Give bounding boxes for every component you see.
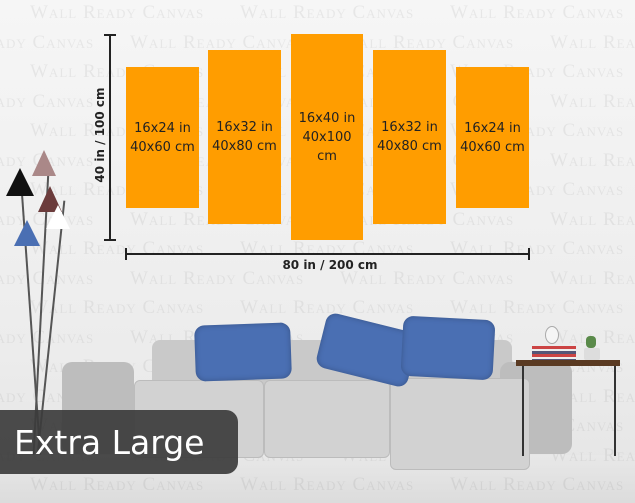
watermark-text: Wall Ready Canvas [30,474,205,495]
watermark-text: Wall Ready Canvas [0,31,95,53]
watermark-text: Wall Ready Canvas [0,267,95,289]
watermark-text: Wall Ready Canvas [0,90,95,112]
watermark-text: Wall Ready Canvas [450,474,625,495]
watermark-text: Wall Ready Canvas [240,297,415,318]
size-badge-label: Extra Large [14,422,205,462]
height-label: 40 in / 100 cm [93,87,107,183]
blue-pillow [400,315,496,381]
watermark-text: Wall Ready Canvas [240,2,415,23]
watermark-text: Wall Ready Canvas [550,90,635,112]
panel-size-cm: 40x80 cm [377,139,442,154]
watermark-text: Wall Ready Canvas [240,238,415,259]
panel-size-cm: 40x80 cm [212,139,277,154]
width-dimension-line [126,253,529,255]
panel-size-in: 16x24 in [134,120,191,136]
watermark-text: Wall Ready Canvas [340,31,515,53]
dimension-cap [125,248,127,260]
canvas-panel-4: 16x32 in 40x80 cm [373,50,446,224]
watermark-text: Wall Ready Canvas [550,267,635,289]
watermark-text: Wall Ready Canvas [550,208,635,230]
watermark-text: Wall Ready Canvas [340,267,515,289]
watermark-text: Wall Ready Canvas [30,238,205,259]
panel-size-cm: 40x60 cm [460,139,525,155]
watermark-text: Wall Ready Canvas [30,297,205,318]
watermark-text: Wall Ready Canvas [130,267,305,289]
watermark-text: Wall Ready Canvas [30,2,205,23]
canvas-panel-3: 16x40 in 40x100 cm [291,34,363,240]
watermark-text: Wall Ready Canvas [550,31,635,53]
panel-size-in: 16x24 in [464,120,521,136]
watermark-text: Wall Ready Canvas [450,2,625,23]
canvas-panel-1: 16x24 in 40x60 cm [126,67,199,208]
panel-size-cm: 40x60 cm [130,139,195,155]
dimension-cap [528,248,530,260]
watermark-text: Wall Ready Canvas [240,474,415,495]
dimension-cap [104,239,116,241]
watermark-text: Wall Ready Canvas [550,149,635,171]
canvas-panel-2: 16x32 in 40x80 cm [208,50,281,224]
height-dimension-line [109,35,111,240]
dimension-cap [104,34,116,36]
size-badge: Extra Large [0,410,238,474]
watermark-text: Wall Ready Canvas [550,444,635,466]
watermark-text: Wall Ready Canvas [0,326,95,348]
panel-size-in: 16x32 in [381,120,438,135]
watermark-text: Wall Ready Canvas [130,31,305,53]
width-label: 80 in / 200 cm [282,258,378,272]
watermark-text: Wall Ready Canvas [450,238,625,259]
blue-pillow [194,322,292,382]
panel-size-cm: 40x100 cm [302,129,352,164]
panel-size-in: 16x32 in [216,120,273,135]
watermark-text: Wall Ready Canvas [450,297,625,318]
panel-size-in: 16x40 in [298,110,356,126]
canvas-panel-5: 16x24 in 40x60 cm [456,67,529,208]
